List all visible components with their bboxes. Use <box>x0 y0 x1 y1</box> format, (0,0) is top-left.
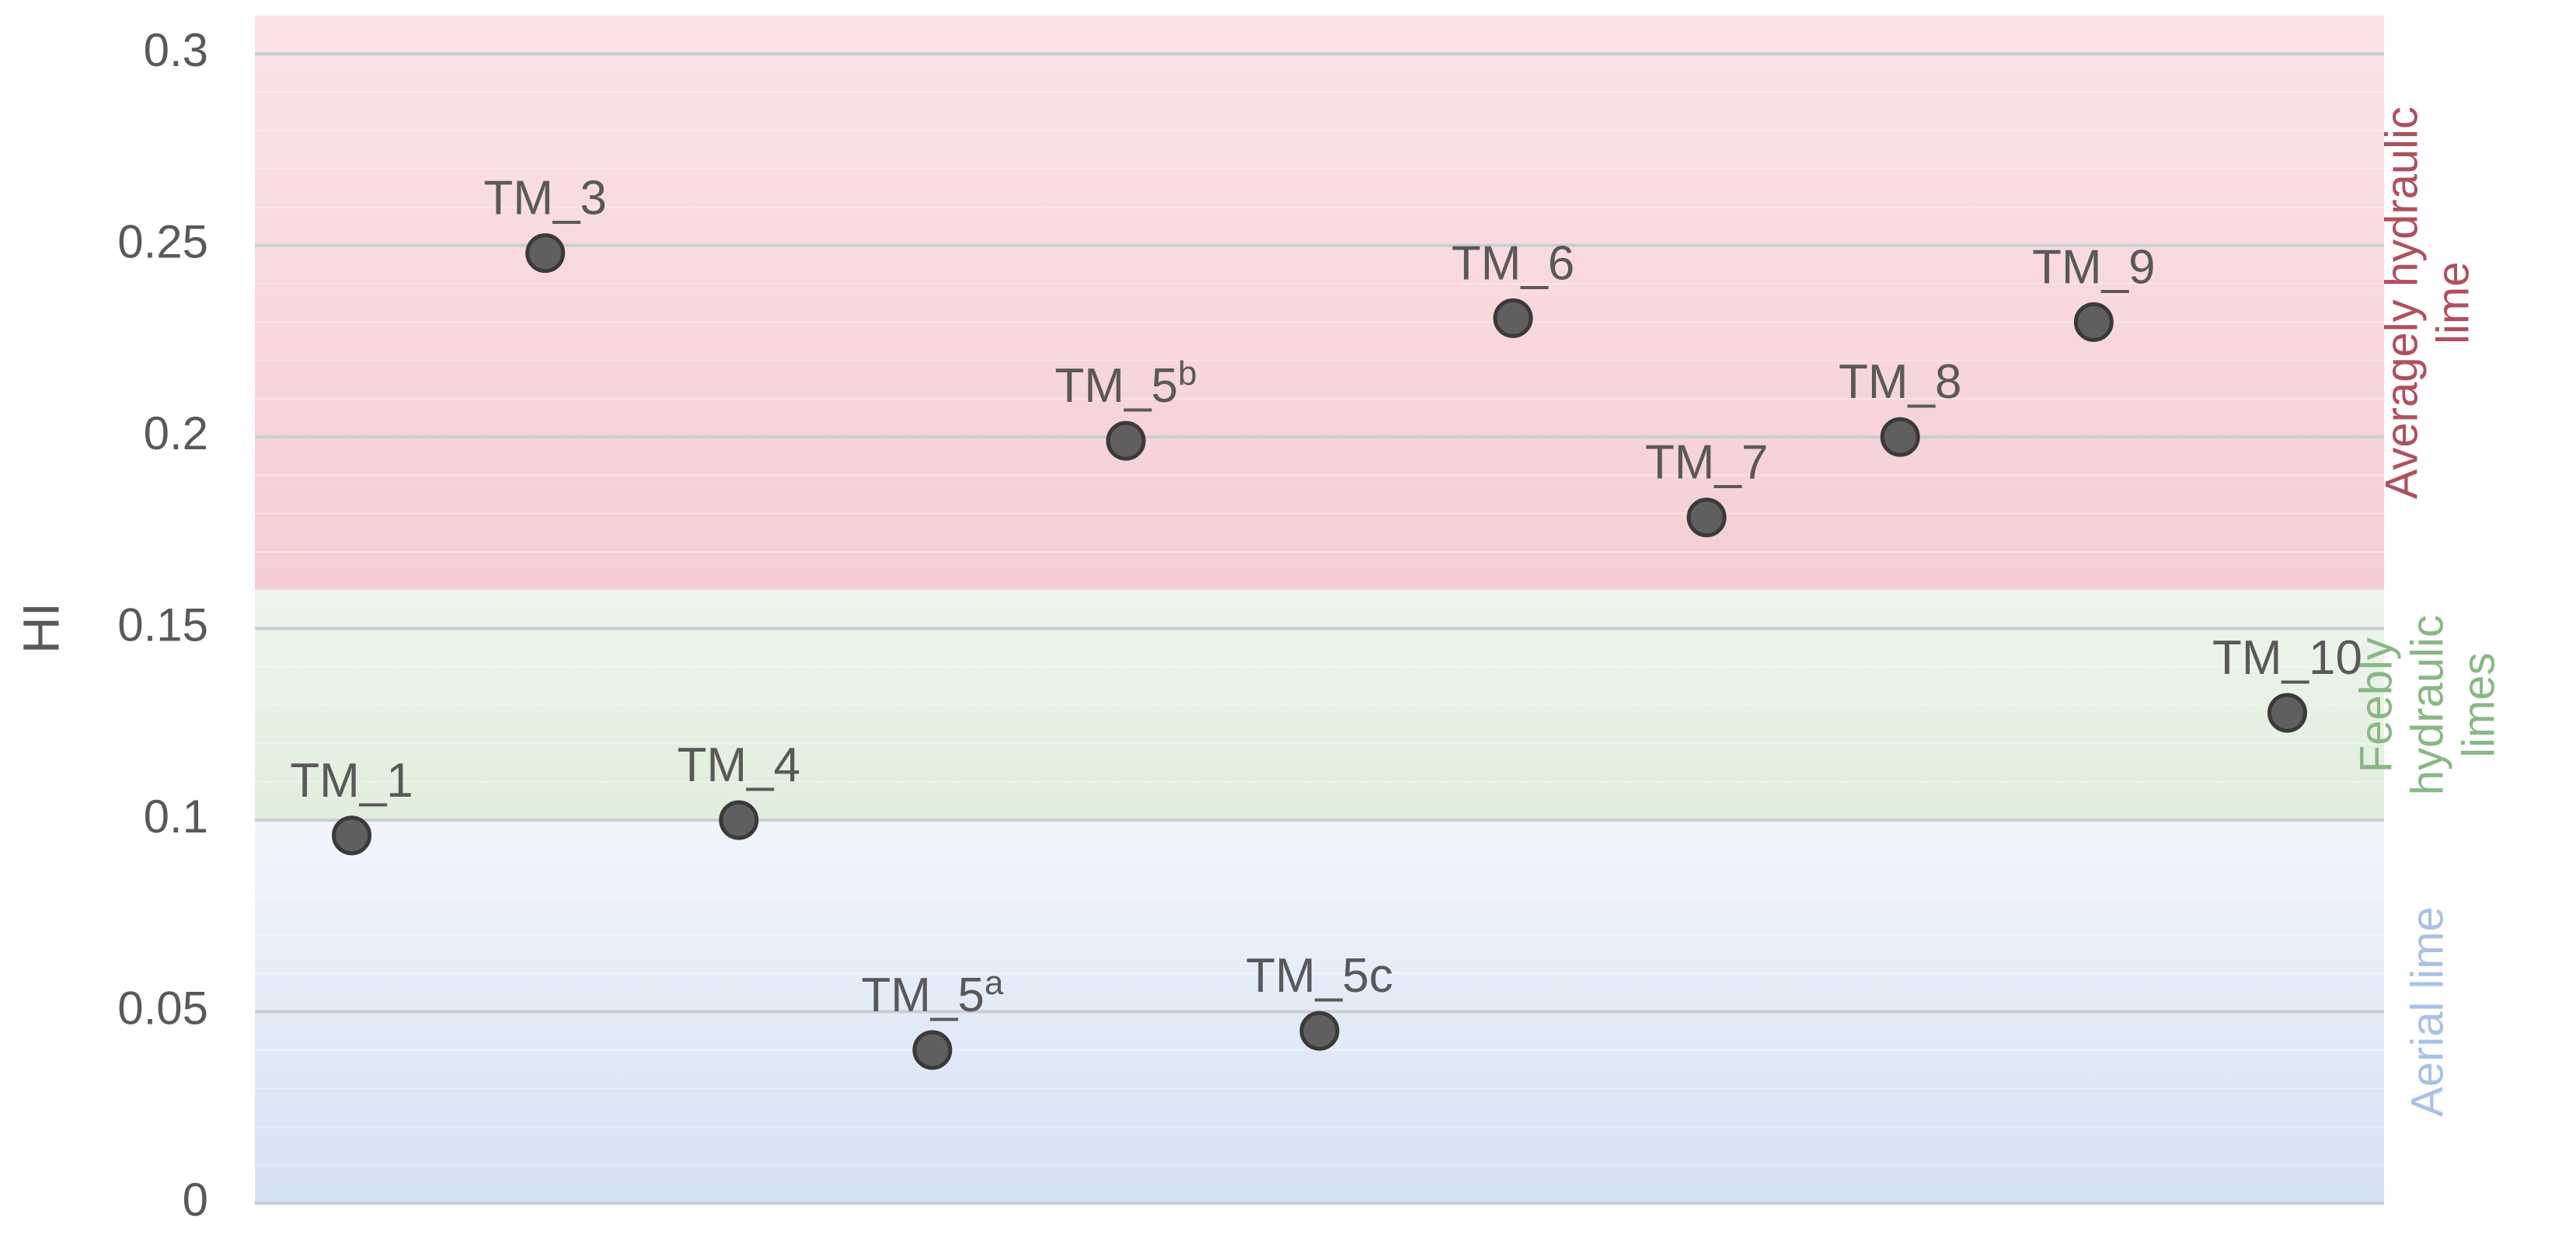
data-point: TM_1 <box>290 754 413 856</box>
y-tick-label: 0.2 <box>144 407 208 459</box>
point-label: TM_6 <box>1452 236 1574 290</box>
point-label: TM_5c <box>1246 949 1393 1003</box>
point-marker <box>1686 497 1727 538</box>
grid-lines <box>255 52 2384 1205</box>
y-tick-label: 0.1 <box>144 791 208 843</box>
band-label-line: Aerial lime <box>2402 906 2452 1117</box>
data-point: TM_5b <box>1054 354 1197 461</box>
point-label: TM_1 <box>290 754 413 808</box>
data-point: TM_6 <box>1452 236 1574 338</box>
point-label: TM_5b <box>1054 354 1197 413</box>
band-label-line: hydraulic <box>2402 615 2452 795</box>
band-averagely-hydraulic-lime <box>255 16 2384 591</box>
point-label: TM_9 <box>2032 240 2155 294</box>
point-label-superscript: b <box>1178 354 1197 393</box>
data-point: TM_3 <box>483 172 607 274</box>
band-label-line: lime <box>2428 262 2478 344</box>
point-marker <box>1493 298 1533 338</box>
band-label-line: Averagely hydraulic <box>2376 106 2427 499</box>
data-points: TM_1 TM_3 TM_4 TM_5a TM_5b TM_5c TM_6 TM_7 TM_8 T… <box>290 172 2362 1070</box>
data-point: TM_10 <box>2212 631 2362 733</box>
point-label: TM_7 <box>1645 436 1768 490</box>
data-point: TM_7 <box>1645 436 1768 538</box>
y-tick-label: 0 <box>183 1174 208 1226</box>
y-tick-label: 0.3 <box>144 24 208 76</box>
point-marker <box>2267 693 2307 733</box>
point-label: TM_4 <box>677 738 800 792</box>
point-marker <box>1106 421 1146 461</box>
point-marker <box>1880 417 1920 457</box>
data-point: TM_4 <box>677 738 800 840</box>
point-marker <box>525 233 566 274</box>
point-marker <box>912 1030 953 1070</box>
point-label: TM_8 <box>1839 355 1961 409</box>
data-point: TM_9 <box>2032 240 2156 342</box>
point-label: TM_3 <box>483 172 606 225</box>
y-axis-label: HI <box>12 602 69 654</box>
band-label-line: limes <box>2453 653 2504 758</box>
point-marker <box>719 800 759 840</box>
data-point: TM_5c <box>1246 949 1393 1051</box>
y-tick-label: 0.05 <box>117 982 208 1034</box>
point-marker <box>2073 302 2114 342</box>
y-tick-label: 0.15 <box>117 599 208 651</box>
band-labels: Aerial lime Feebly hydraulic limes Averagely… <box>2351 106 2504 1117</box>
point-label-superscript: a <box>985 964 1004 1002</box>
y-axis: 0 0.05 0.1 0.15 0.2 0.25 0.3 <box>117 24 208 1226</box>
point-marker <box>332 815 372 856</box>
point-label: TM_5a <box>861 964 1003 1022</box>
point-marker <box>1299 1010 1340 1051</box>
data-point: TM_5a <box>861 964 1004 1070</box>
point-label: TM_10 <box>2212 631 2362 685</box>
band-label-line: Feebly <box>2351 637 2401 773</box>
data-point: TM_8 <box>1839 355 1962 457</box>
y-tick-label: 0.25 <box>117 216 208 268</box>
